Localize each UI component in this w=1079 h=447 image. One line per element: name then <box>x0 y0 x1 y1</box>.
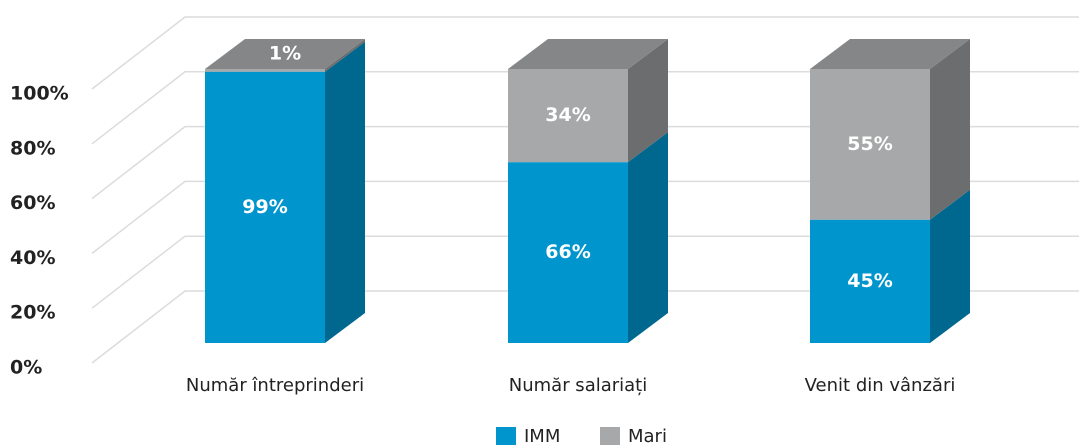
bar-front <box>205 71 325 344</box>
bar-front <box>205 69 325 72</box>
y-tick-label: 60% <box>10 192 55 214</box>
legend-label: IMM <box>524 426 560 447</box>
value-label: 99% <box>242 196 287 218</box>
value-label: 1% <box>269 43 301 65</box>
value-label: 34% <box>545 104 590 126</box>
grid-line <box>91 125 1079 200</box>
bar-top <box>508 39 668 69</box>
y-tick-label: 20% <box>10 302 55 324</box>
bar-side <box>628 39 668 163</box>
legend-swatch <box>496 427 516 445</box>
grid-line <box>91 16 1079 90</box>
y-tick-label: 40% <box>10 247 55 269</box>
bar-top <box>810 39 970 69</box>
bar-front <box>810 69 930 220</box>
legend-swatch <box>600 427 620 445</box>
bar-side <box>930 39 970 220</box>
bar-side <box>930 189 970 343</box>
y-tick-label: 100% <box>10 83 69 105</box>
grid-line <box>91 71 1079 145</box>
y-tick-label: 0% <box>10 357 42 379</box>
bar-side <box>325 39 365 72</box>
x-tick-label: Venit din vânzări <box>805 375 956 396</box>
legend-label: Mari <box>628 426 667 447</box>
bar-front <box>508 69 628 163</box>
x-tick-label: Număr întreprinderi <box>186 375 364 396</box>
grid-line <box>91 180 1079 254</box>
value-label: 55% <box>847 133 892 155</box>
bar-front <box>810 219 930 343</box>
grid-line <box>91 290 1079 364</box>
grid-line <box>91 235 1079 309</box>
bar-side <box>325 41 365 344</box>
value-label: 45% <box>847 270 892 292</box>
bar-side <box>628 132 668 343</box>
value-label: 66% <box>545 241 590 263</box>
x-tick-label: Număr salariați <box>509 375 648 396</box>
bar-front <box>508 162 628 343</box>
bar-top <box>205 39 365 69</box>
y-tick-label: 80% <box>10 137 55 159</box>
